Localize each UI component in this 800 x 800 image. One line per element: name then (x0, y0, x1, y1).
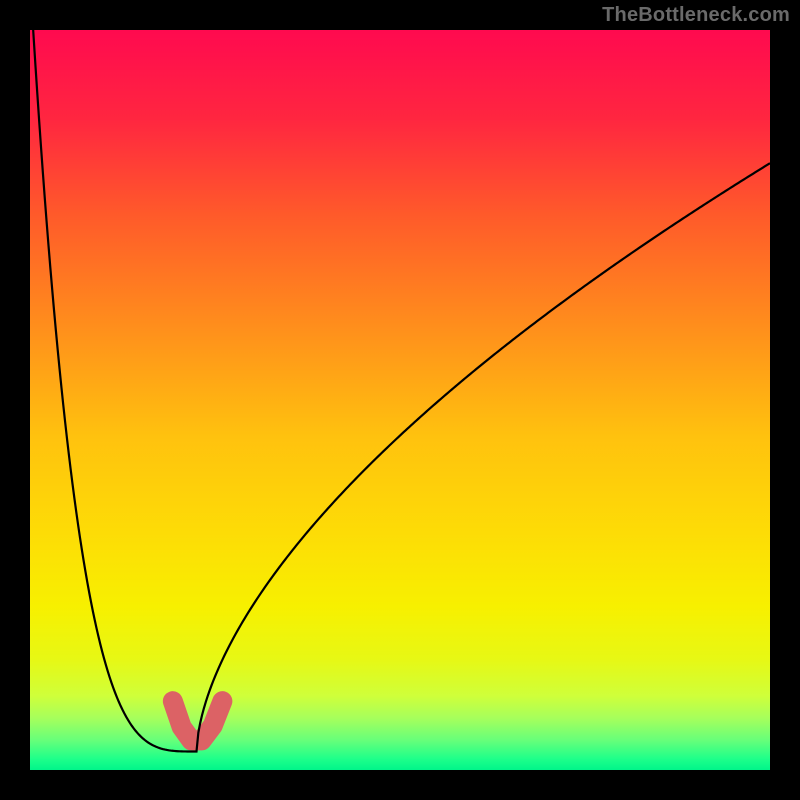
watermark-text: TheBottleneck.com (602, 4, 790, 27)
bottleneck-chart (0, 0, 800, 800)
chart-container: TheBottleneck.com (0, 0, 800, 800)
